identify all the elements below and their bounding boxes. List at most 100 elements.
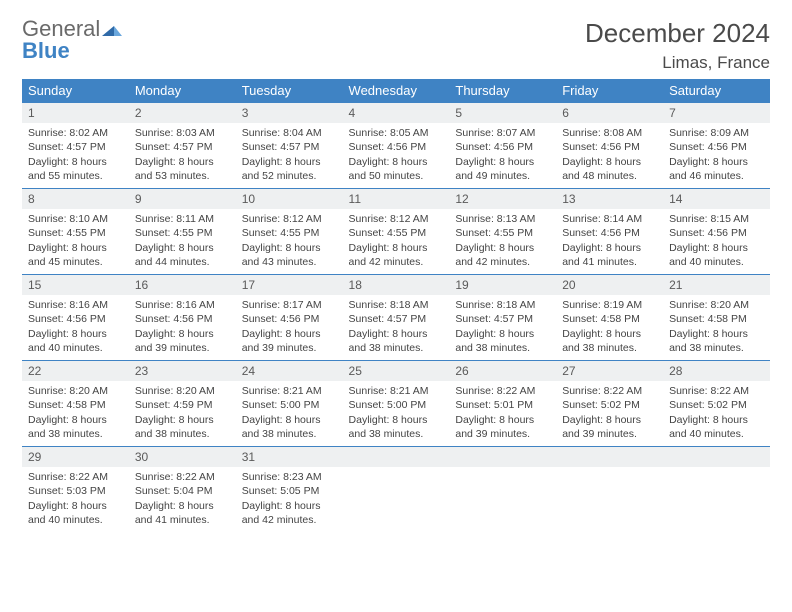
sunrise-line: Sunrise: 8:20 AM (28, 384, 123, 398)
day-content: Sunrise: 8:22 AMSunset: 5:03 PMDaylight:… (22, 467, 129, 531)
day-content: Sunrise: 8:22 AMSunset: 5:02 PMDaylight:… (556, 381, 663, 445)
daylight-line: Daylight: 8 hours and 55 minutes. (28, 155, 123, 183)
dayname-thursday: Thursday (449, 79, 556, 102)
day-number: 20 (556, 274, 663, 295)
day-number: 24 (236, 360, 343, 381)
day-content: Sunrise: 8:18 AMSunset: 4:57 PMDaylight:… (449, 295, 556, 359)
sunset-line: Sunset: 4:56 PM (135, 312, 230, 326)
day-cell (449, 446, 556, 532)
sunrise-line: Sunrise: 8:23 AM (242, 470, 337, 484)
day-number: 21 (663, 274, 770, 295)
logo-mark-icon (102, 18, 122, 40)
day-cell: 5Sunrise: 8:07 AMSunset: 4:56 PMDaylight… (449, 102, 556, 188)
day-content: Sunrise: 8:17 AMSunset: 4:56 PMDaylight:… (236, 295, 343, 359)
daylight-line: Daylight: 8 hours and 49 minutes. (455, 155, 550, 183)
day-number-empty (343, 446, 450, 467)
daylight-line: Daylight: 8 hours and 50 minutes. (349, 155, 444, 183)
sunrise-line: Sunrise: 8:22 AM (135, 470, 230, 484)
sunrise-line: Sunrise: 8:22 AM (455, 384, 550, 398)
daylight-line: Daylight: 8 hours and 38 minutes. (562, 327, 657, 355)
day-content: Sunrise: 8:08 AMSunset: 4:56 PMDaylight:… (556, 123, 663, 187)
sunset-line: Sunset: 5:02 PM (669, 398, 764, 412)
sunset-line: Sunset: 5:04 PM (135, 484, 230, 498)
day-cell: 13 Sunrise: 8:14 AMSunset: 4:56 PMDayligh… (556, 188, 663, 274)
daylight-line: Daylight: 8 hours and 43 minutes. (242, 241, 337, 269)
title-block: December 2024 Limas, France (585, 18, 770, 73)
day-number-empty (449, 446, 556, 467)
day-cell: 4Sunrise: 8:05 AMSunset: 4:56 PMDaylight… (343, 102, 450, 188)
day-content: Sunrise: 8:18 AMSunset: 4:57 PMDaylight:… (343, 295, 450, 359)
day-content: Sunrise: 8:02 AMSunset: 4:57 PMDaylight:… (22, 123, 129, 187)
day-number: 13 (556, 188, 663, 209)
daylight-line: Daylight: 8 hours and 42 minutes. (455, 241, 550, 269)
day-number: 19 (449, 274, 556, 295)
day-content: Sunrise: 8:15 AMSunset: 4:56 PMDaylight:… (663, 209, 770, 273)
day-cell: 29Sunrise: 8:22 AMSunset: 5:03 PMDayligh… (22, 446, 129, 532)
day-number: 27 (556, 360, 663, 381)
sunset-line: Sunset: 4:55 PM (28, 226, 123, 240)
sunrise-line: Sunrise: 8:18 AM (349, 298, 444, 312)
day-cell: 6Sunrise: 8:08 AMSunset: 4:56 PMDaylight… (556, 102, 663, 188)
day-content: Sunrise: 8:09 AMSunset: 4:56 PMDaylight:… (663, 123, 770, 187)
sunrise-line: Sunrise: 8:04 AM (242, 126, 337, 140)
sunrise-line: Sunrise: 8:20 AM (669, 298, 764, 312)
sunrise-line: Sunrise: 8:14 AM (562, 212, 657, 226)
day-cell: 8Sunrise: 8:10 AMSunset: 4:55 PMDaylight… (22, 188, 129, 274)
sunset-line: Sunset: 4:56 PM (669, 140, 764, 154)
sunrise-line: Sunrise: 8:02 AM (28, 126, 123, 140)
day-cell: 19Sunrise: 8:18 AMSunset: 4:57 PMDayligh… (449, 274, 556, 360)
day-cell (663, 446, 770, 532)
week-row: 15Sunrise: 8:16 AMSunset: 4:56 PMDayligh… (22, 274, 770, 360)
day-content-empty (556, 467, 663, 474)
sunset-line: Sunset: 4:57 PM (135, 140, 230, 154)
daylight-line: Daylight: 8 hours and 52 minutes. (242, 155, 337, 183)
daylight-line: Daylight: 8 hours and 38 minutes. (28, 413, 123, 441)
daylight-line: Daylight: 8 hours and 48 minutes. (562, 155, 657, 183)
day-number: 30 (129, 446, 236, 467)
day-number: 7 (663, 102, 770, 123)
daylight-line: Daylight: 8 hours and 39 minutes. (562, 413, 657, 441)
sunrise-line: Sunrise: 8:20 AM (135, 384, 230, 398)
day-cell: 20Sunrise: 8:19 AMSunset: 4:58 PMDayligh… (556, 274, 663, 360)
day-number: 17 (236, 274, 343, 295)
day-content: Sunrise: 8:03 AMSunset: 4:57 PMDaylight:… (129, 123, 236, 187)
daylight-line: Daylight: 8 hours and 42 minutes. (242, 499, 337, 527)
day-content-empty (449, 467, 556, 474)
daylight-line: Daylight: 8 hours and 53 minutes. (135, 155, 230, 183)
day-number: 8 (22, 188, 129, 209)
sunrise-line: Sunrise: 8:09 AM (669, 126, 764, 140)
daylight-line: Daylight: 8 hours and 39 minutes. (135, 327, 230, 355)
daylight-line: Daylight: 8 hours and 41 minutes. (562, 241, 657, 269)
day-cell: 27Sunrise: 8:22 AMSunset: 5:02 PMDayligh… (556, 360, 663, 446)
sunset-line: Sunset: 4:55 PM (455, 226, 550, 240)
daylight-line: Daylight: 8 hours and 40 minutes. (669, 241, 764, 269)
day-number: 26 (449, 360, 556, 381)
day-content: Sunrise: 8:12 AMSunset: 4:55 PMDaylight:… (236, 209, 343, 273)
sunset-line: Sunset: 4:56 PM (562, 226, 657, 240)
week-row: 29Sunrise: 8:22 AMSunset: 5:03 PMDayligh… (22, 446, 770, 532)
day-number-empty (663, 446, 770, 467)
sunset-line: Sunset: 4:56 PM (669, 226, 764, 240)
sunset-line: Sunset: 4:58 PM (562, 312, 657, 326)
day-number: 9 (129, 188, 236, 209)
sunset-line: Sunset: 4:59 PM (135, 398, 230, 412)
day-content: Sunrise: 8:21 AMSunset: 5:00 PMDaylight:… (343, 381, 450, 445)
day-cell: 24Sunrise: 8:21 AMSunset: 5:00 PMDayligh… (236, 360, 343, 446)
day-content: Sunrise: 8:10 AMSunset: 4:55 PMDaylight:… (22, 209, 129, 273)
sunrise-line: Sunrise: 8:11 AM (135, 212, 230, 226)
day-cell: 23Sunrise: 8:20 AMSunset: 4:59 PMDayligh… (129, 360, 236, 446)
sunrise-line: Sunrise: 8:13 AM (455, 212, 550, 226)
daylight-line: Daylight: 8 hours and 44 minutes. (135, 241, 230, 269)
day-number: 28 (663, 360, 770, 381)
day-cell: 15Sunrise: 8:16 AMSunset: 4:56 PMDayligh… (22, 274, 129, 360)
day-cell (343, 446, 450, 532)
daylight-line: Daylight: 8 hours and 40 minutes. (28, 499, 123, 527)
day-number: 11 (343, 188, 450, 209)
day-cell: 21Sunrise: 8:20 AMSunset: 4:58 PMDayligh… (663, 274, 770, 360)
day-content: Sunrise: 8:20 AMSunset: 4:58 PMDaylight:… (663, 295, 770, 359)
sunset-line: Sunset: 4:56 PM (562, 140, 657, 154)
week-row: 22Sunrise: 8:20 AMSunset: 4:58 PMDayligh… (22, 360, 770, 446)
week-row: 8Sunrise: 8:10 AMSunset: 4:55 PMDaylight… (22, 188, 770, 274)
day-number: 10 (236, 188, 343, 209)
day-number: 15 (22, 274, 129, 295)
